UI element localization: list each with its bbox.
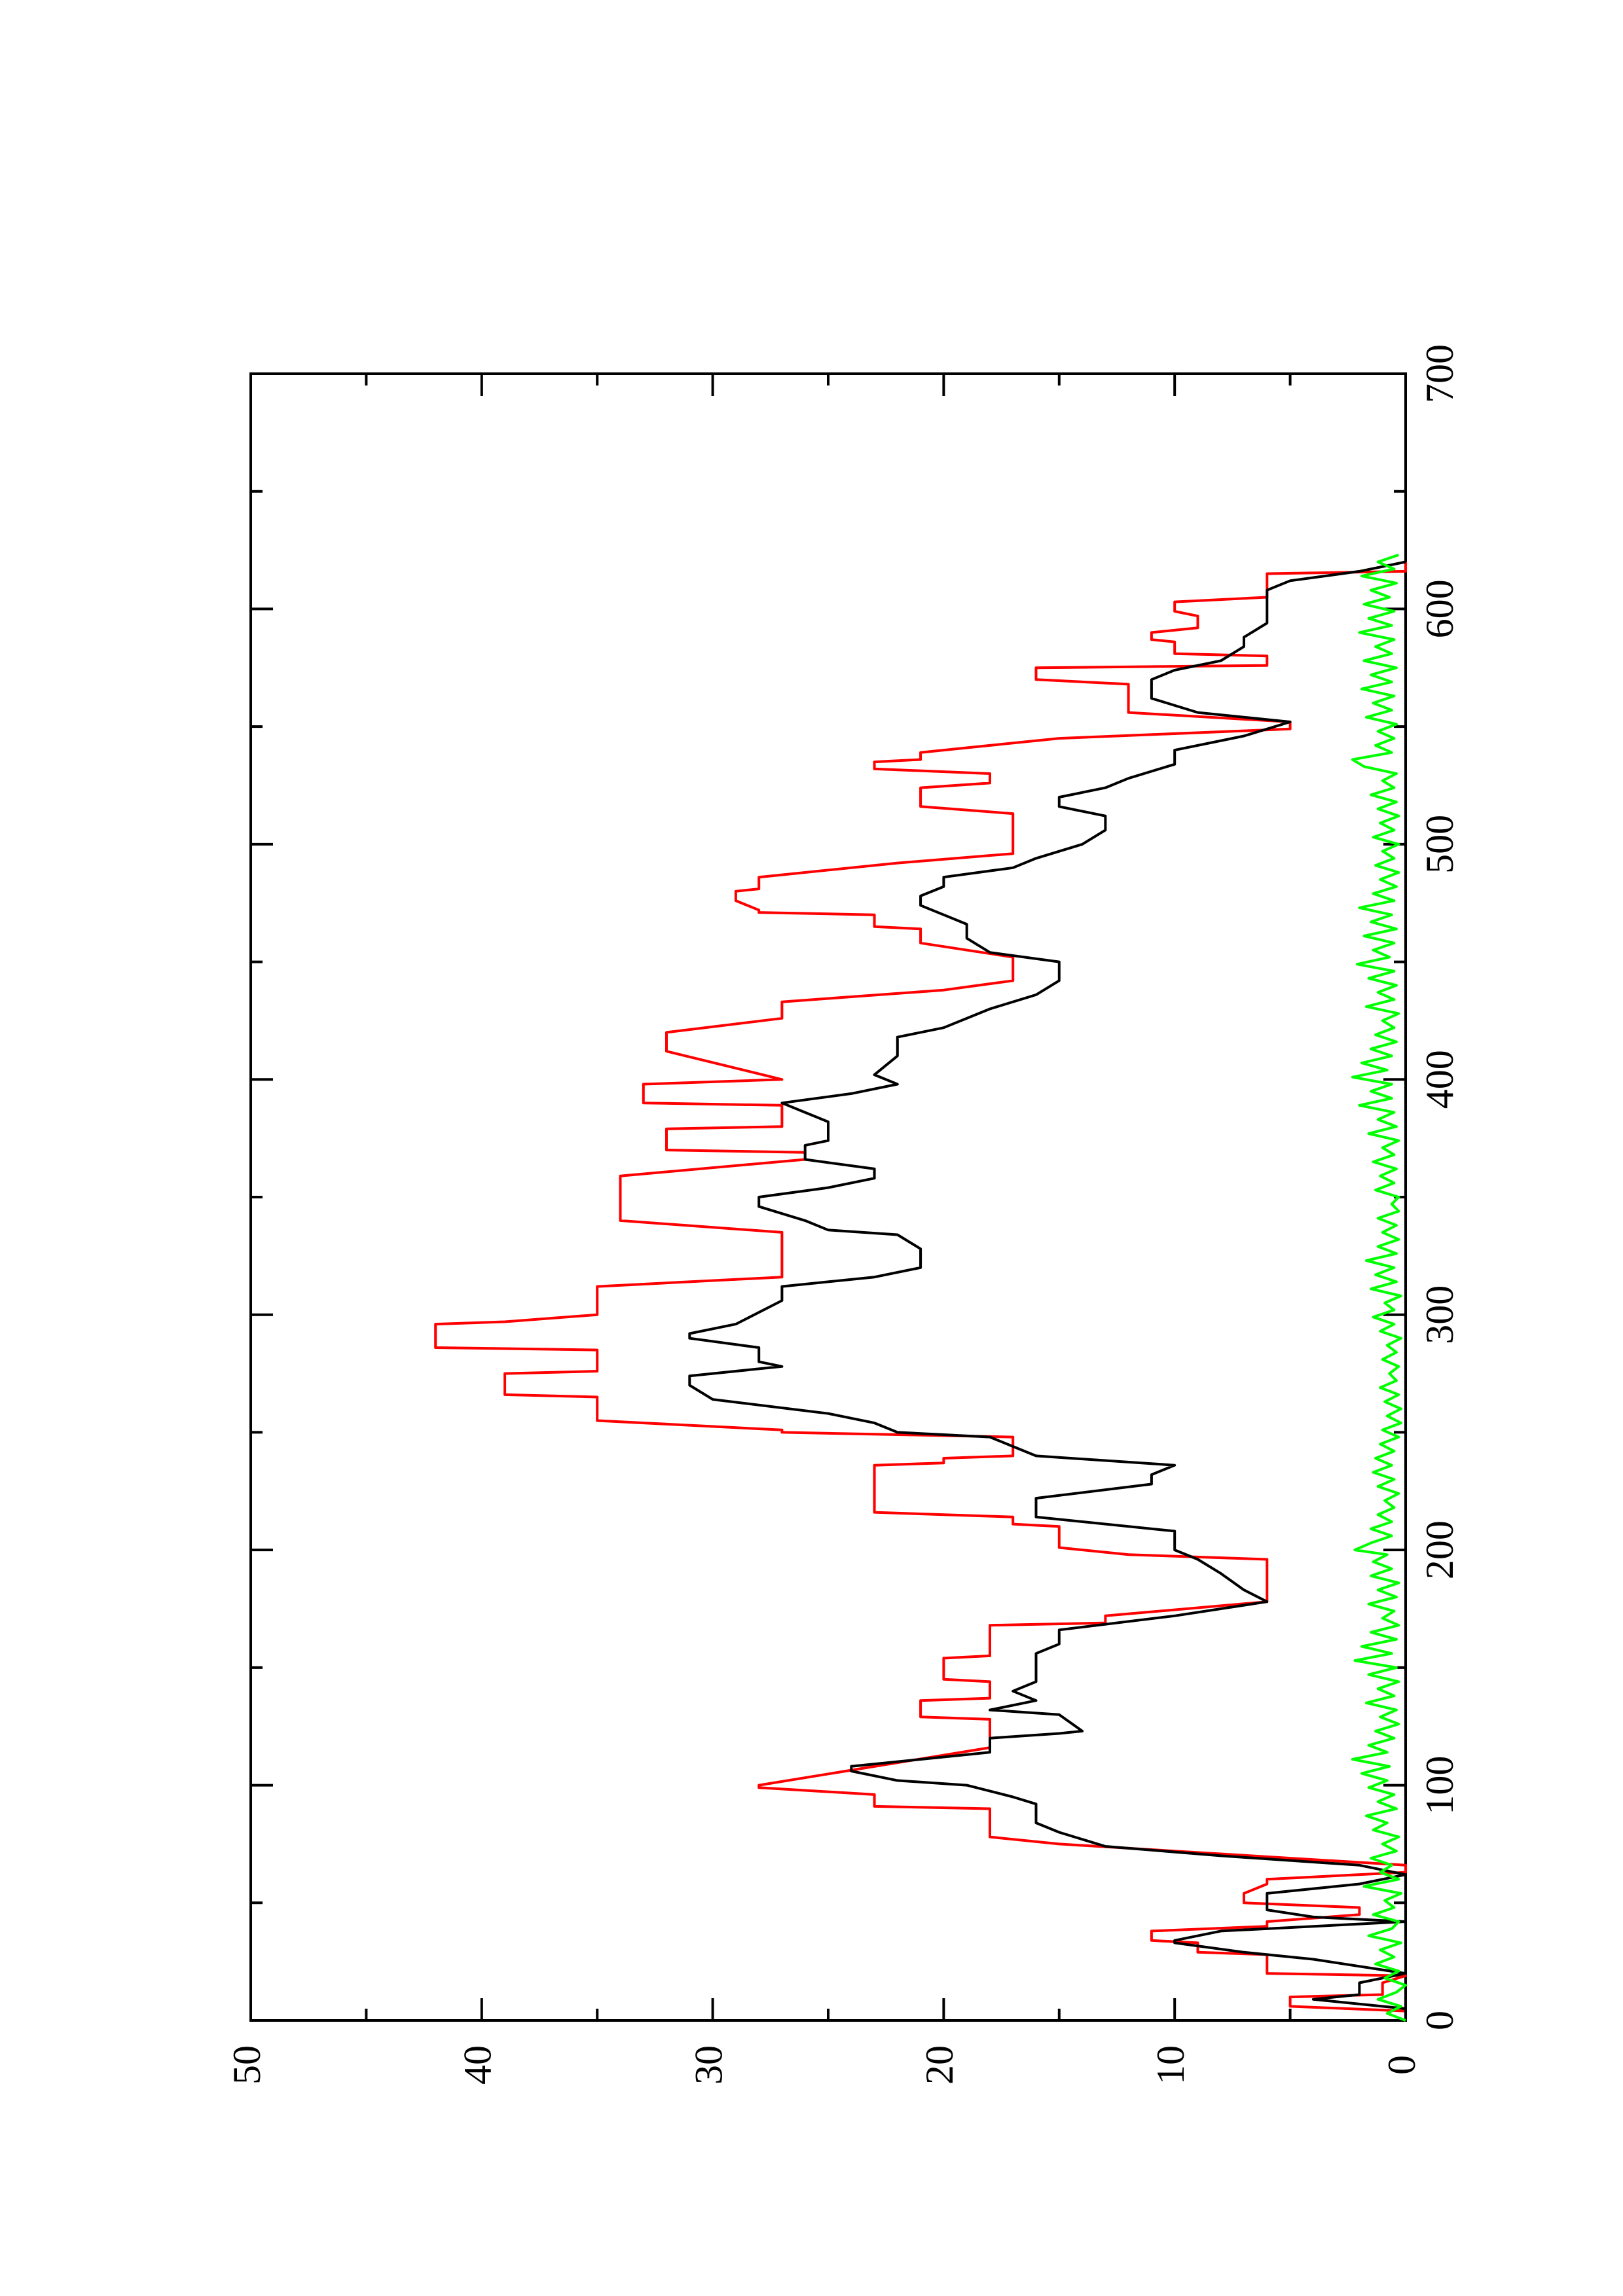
y-tick-label: 0 bbox=[1380, 2055, 1423, 2075]
axis-ticks bbox=[249, 372, 1407, 2022]
series-line-3 bbox=[1351, 553, 1407, 2022]
axis-tick-labels: 0 100 200 300 400 500 600 700 0 10 20 30 40 50 bbox=[225, 344, 1461, 2085]
y-tick-label: 30 bbox=[687, 2045, 730, 2085]
x-tick-label: 300 bbox=[1418, 1285, 1461, 1344]
x-tick-label: 100 bbox=[1418, 1756, 1461, 1815]
y-tick-label: 20 bbox=[918, 2045, 961, 2085]
series-line-2 bbox=[688, 560, 1407, 2020]
y-tick-label: 50 bbox=[225, 2045, 268, 2085]
y-tick-label: 10 bbox=[1149, 2045, 1192, 2085]
x-tick-label: 400 bbox=[1418, 1050, 1461, 1109]
y-tick-label: 40 bbox=[456, 2045, 500, 2085]
x-tick-label: 600 bbox=[1418, 579, 1461, 638]
x-tick-label: 700 bbox=[1418, 344, 1461, 403]
series-layer bbox=[434, 553, 1407, 2022]
x-tick-label: 500 bbox=[1418, 815, 1461, 874]
series-line-1 bbox=[434, 562, 1407, 2020]
x-tick-label: 0 bbox=[1418, 2011, 1461, 2030]
x-tick-label: 200 bbox=[1418, 1520, 1461, 1579]
